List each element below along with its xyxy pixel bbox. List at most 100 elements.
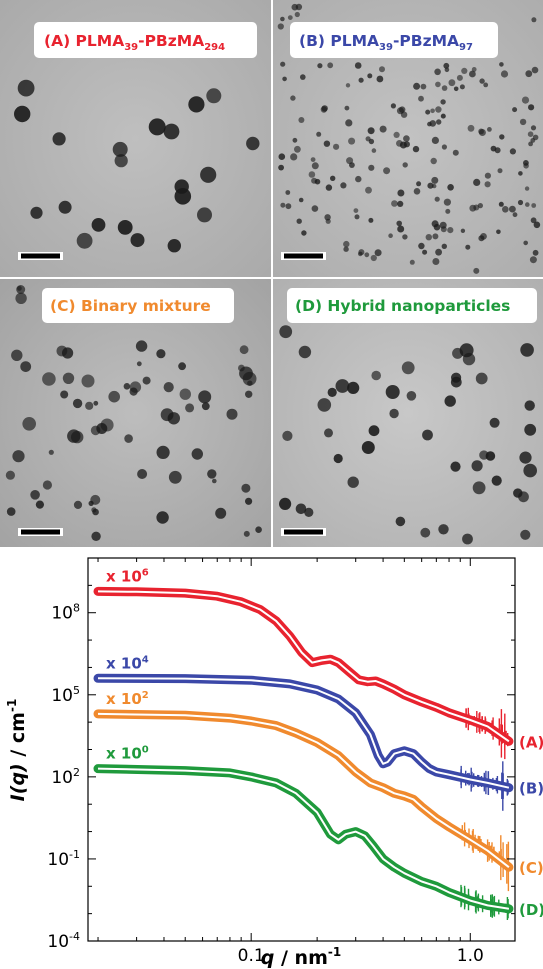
particle [483, 82, 489, 88]
panel-c-label-box: (C) Binary mixture [42, 288, 234, 323]
particle [443, 62, 450, 69]
particle [345, 83, 351, 88]
series-4-name: (D) [519, 901, 543, 919]
particle [178, 362, 187, 371]
x-axis-unit-exp: -1 [328, 945, 341, 959]
particle [472, 481, 486, 495]
particle [287, 15, 293, 20]
particle [465, 244, 471, 250]
particle [17, 79, 35, 97]
particle [317, 398, 332, 412]
particle [246, 136, 260, 151]
particle [296, 218, 302, 224]
particle [475, 372, 488, 385]
y-tick-label: 105 [51, 684, 80, 706]
scale-bar-c [21, 529, 60, 535]
particle [467, 124, 475, 132]
particle [325, 184, 333, 191]
particle [397, 189, 405, 197]
particle [396, 220, 403, 227]
particle [396, 107, 404, 115]
particle [345, 119, 353, 127]
particle [479, 78, 485, 84]
particle [67, 429, 81, 443]
particle [333, 453, 343, 464]
particle [393, 131, 400, 138]
particle [390, 103, 396, 109]
particle [460, 228, 466, 233]
panel-b-label-prefix: (B) PLMA [299, 32, 379, 50]
particle [518, 491, 529, 503]
particle [123, 383, 131, 390]
particle [368, 164, 375, 171]
y-axis-var: I(q) [7, 763, 29, 801]
particle [179, 388, 191, 400]
particle [91, 531, 101, 541]
particle [358, 77, 364, 83]
particle [520, 343, 534, 357]
particle [291, 3, 299, 11]
svg-text:(D) Hybrid nanoparticles: (D) Hybrid nanoparticles [295, 297, 510, 315]
particle [422, 429, 433, 441]
particle [324, 428, 333, 438]
scale-bar-d [284, 529, 323, 535]
particle [62, 372, 75, 384]
particle [137, 469, 148, 479]
particle [22, 417, 36, 431]
particles-b [277, 3, 541, 274]
particle [81, 374, 95, 388]
series-2-fit [97, 677, 510, 789]
particle [521, 96, 530, 104]
particle [461, 67, 468, 74]
particle [242, 371, 257, 386]
particle [14, 105, 31, 123]
particle [206, 88, 222, 104]
particle [509, 148, 516, 155]
plot-frame [87, 557, 516, 942]
particle [440, 99, 446, 105]
particle [300, 74, 306, 80]
particle [523, 240, 528, 246]
particle [420, 83, 427, 90]
particle [365, 186, 372, 194]
particle [441, 144, 447, 150]
particle [425, 109, 431, 115]
particle [532, 249, 539, 256]
svg-text:(B) PLMA39-PBzMA97: (B) PLMA39-PBzMA97 [299, 32, 473, 53]
particle [353, 208, 359, 214]
particle [480, 233, 487, 240]
particle [512, 212, 518, 218]
particle [452, 347, 464, 359]
particle [16, 285, 26, 294]
particle [243, 530, 250, 537]
particle [517, 199, 524, 206]
panel-b-label-sub1: 39 [379, 42, 393, 53]
particle [499, 134, 505, 140]
particle [388, 233, 393, 238]
particle [212, 478, 217, 484]
particle [310, 157, 316, 163]
particle [440, 113, 446, 119]
particle [42, 372, 56, 386]
particle [76, 232, 93, 249]
particle [93, 400, 99, 406]
particle [431, 136, 439, 144]
particle [335, 379, 350, 393]
particle [238, 364, 245, 372]
particle [349, 162, 355, 169]
particle [368, 217, 374, 223]
particle [420, 527, 431, 538]
particle [278, 164, 284, 171]
panel-d-label-box: (D) Hybrid nanoparticles [287, 288, 537, 323]
particle [367, 127, 375, 135]
particle [343, 246, 349, 252]
micrograph-panel-a: (A) PLMA39-PBzMA294 [0, 0, 271, 277]
particle [298, 197, 304, 203]
particle [12, 450, 25, 463]
particle [499, 62, 504, 67]
particle [325, 218, 331, 224]
particle [343, 240, 350, 248]
saxs-chart: 0.1 1.0 10-4 10-1 102 105 108 x 106 (A) x 104 (B)… [5, 557, 543, 969]
particle [434, 196, 440, 202]
